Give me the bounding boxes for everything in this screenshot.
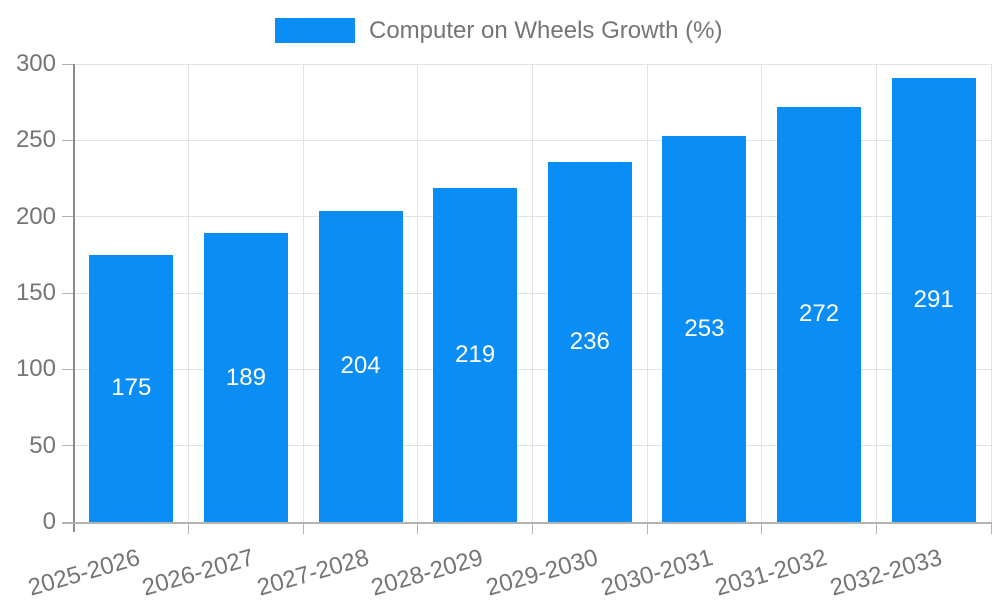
bar-value-label: 175 [111, 374, 152, 402]
x-tick-mark [646, 522, 648, 534]
bar [777, 106, 862, 522]
x-tick-mark [532, 522, 533, 534]
y-tick-mark [62, 292, 74, 294]
y-tick-label: 100 [15, 355, 56, 383]
y-tick-mark [62, 368, 74, 370]
bar-value-label: 253 [684, 314, 725, 342]
x-tick-label: 2029-2030 [483, 544, 601, 600]
x-gridline [188, 64, 190, 522]
bar [547, 161, 632, 522]
legend-label: Computer on Wheels Growth (%) [369, 17, 723, 44]
x-axis-baseline [62, 522, 991, 524]
bar [662, 135, 747, 522]
y-tick-label: 250 [15, 126, 56, 154]
y-tick-label: 200 [15, 202, 56, 230]
x-gridline [302, 64, 304, 522]
x-tick-label: 2031-2032 [712, 544, 831, 600]
y-axis-line [73, 64, 75, 532]
y-tick-label: 0 [42, 508, 56, 535]
bar-value-label: 204 [340, 352, 381, 380]
y-tick-mark [62, 63, 74, 65]
y-tick-mark [62, 139, 74, 141]
x-tick-mark [302, 522, 304, 534]
bar [891, 77, 976, 522]
x-tick-label: 2030-2031 [597, 544, 716, 600]
y-tick-label: 300 [15, 50, 56, 77]
bar-value-label: 189 [225, 363, 266, 391]
x-tick-label: 2032-2033 [827, 544, 945, 600]
x-gridline [990, 64, 992, 522]
bar [89, 254, 174, 522]
y-tick-mark [62, 445, 74, 447]
x-tick-mark [990, 522, 992, 534]
x-tick-mark [761, 522, 763, 534]
x-tick-label: 2026-2027 [139, 544, 258, 600]
bar [433, 187, 518, 522]
y-tick-label: 150 [15, 279, 56, 306]
x-gridline [417, 64, 419, 522]
bar-value-label: 219 [455, 340, 496, 368]
bar-value-label: 272 [799, 300, 840, 328]
x-tick-label: 2025-2026 [24, 544, 143, 600]
bar [318, 210, 403, 522]
y-tick-label: 50 [29, 431, 56, 459]
x-tick-mark [417, 522, 419, 534]
legend: Computer on Wheels Growth (%) [275, 18, 722, 43]
x-gridline [532, 64, 533, 522]
bar [203, 233, 288, 522]
bar-value-label: 236 [569, 327, 610, 355]
x-tick-mark [188, 522, 190, 534]
y-tick-mark [62, 216, 74, 218]
x-gridline [875, 64, 877, 522]
x-gridline [761, 64, 763, 522]
legend-swatch [275, 18, 355, 43]
x-tick-label: 2027-2028 [253, 544, 372, 600]
x-gridline [646, 64, 648, 522]
x-tick-mark [875, 522, 877, 534]
x-tick-label: 2028-2029 [368, 544, 487, 600]
bar-value-label: 291 [913, 285, 954, 313]
